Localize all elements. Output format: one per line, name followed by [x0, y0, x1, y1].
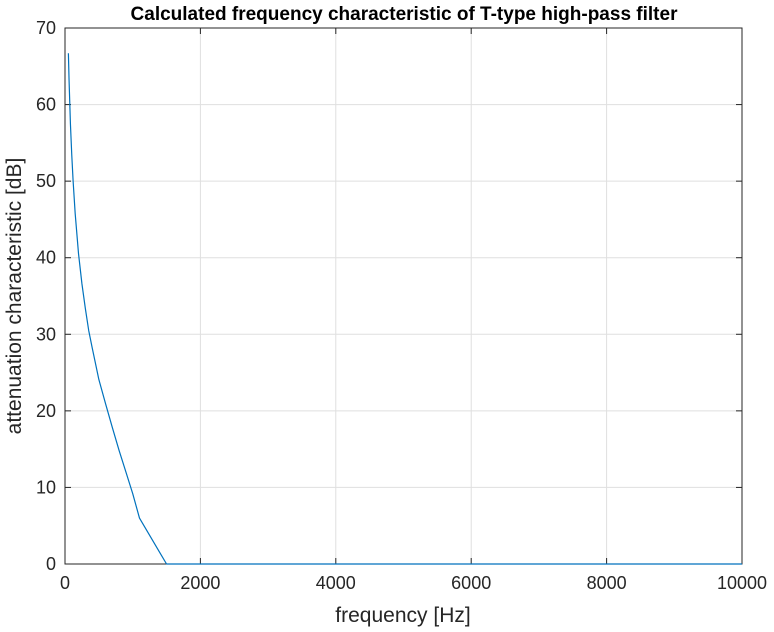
x-tick-label: 2000 [180, 573, 220, 593]
series-line-0 [67, 53, 742, 565]
y-axis-label: attenuation characteristic [dB] [3, 158, 26, 435]
x-tick-label: 8000 [587, 573, 627, 593]
grid [65, 28, 742, 564]
x-tick-label: 6000 [451, 573, 491, 593]
x-tick-label: 4000 [316, 573, 356, 593]
axis-ticks: 0 2000 4000 6000 8000 10000 0 10 20 30 40 50 60 70 [36, 18, 767, 593]
y-tick-label: 20 [36, 401, 56, 421]
x-tick-label: 0 [60, 573, 70, 593]
y-tick-label: 10 [36, 477, 56, 497]
y-tick-label: 40 [36, 248, 56, 268]
y-tick-label: 60 [36, 95, 56, 115]
x-tick-label: 10000 [717, 573, 767, 593]
chart-title: Calculated frequency characteristic of T… [131, 4, 679, 25]
series-layer [67, 53, 742, 565]
x-axis-label: frequency [Hz] [335, 604, 470, 627]
plot-area [64, 27, 743, 565]
y-tick-label: 0 [46, 554, 56, 574]
y-tick-label: 30 [36, 324, 56, 344]
y-tick-label: 50 [36, 171, 56, 191]
y-tick-label: 70 [36, 18, 56, 38]
